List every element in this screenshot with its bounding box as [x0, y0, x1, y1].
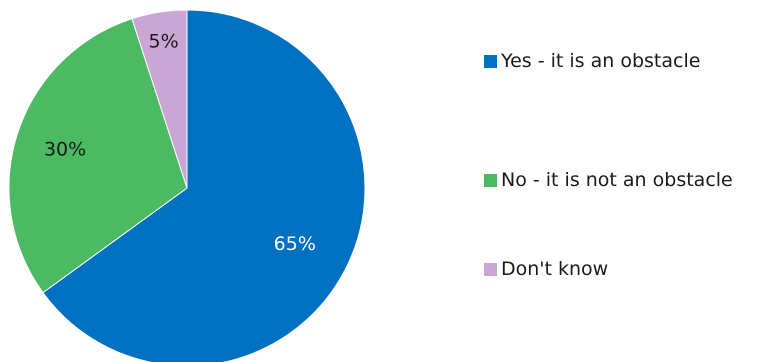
data-label-dont-know: 5% [149, 30, 179, 52]
legend: Yes - it is an obstacle No - it is not a… [484, 0, 764, 362]
legend-item-yes: Yes - it is an obstacle [484, 49, 746, 73]
legend-label-yes: Yes - it is an obstacle [501, 50, 701, 72]
pie-slice-dont-know [131, 9, 188, 189]
data-label-no: 30% [44, 138, 86, 160]
legend-item-dont-know: Don't know [484, 257, 746, 281]
legend-swatch-no [484, 174, 497, 187]
pie-chart: 65% 30% 5% [8, 9, 366, 362]
legend-label-no: No - it is not an obstacle [501, 169, 733, 191]
pie-slice-no [8, 18, 188, 294]
legend-swatch-dont-know [484, 263, 497, 276]
legend-item-no: No - it is not an obstacle [484, 168, 746, 192]
data-label-yes: 65% [274, 233, 316, 255]
legend-label-dont-know: Don't know [501, 258, 609, 280]
pie-slice-yes [42, 9, 366, 362]
legend-swatch-yes [484, 55, 497, 68]
